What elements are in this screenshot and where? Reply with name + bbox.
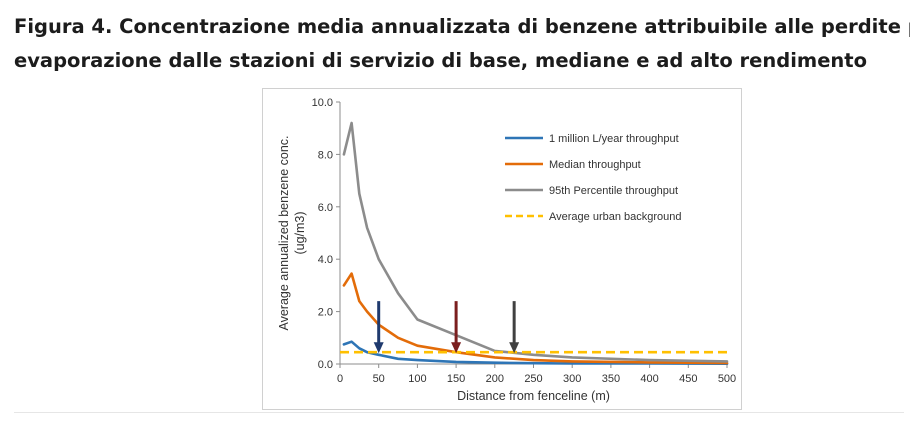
caption-line-2: evaporazione dalle stazioni di servizio … (14, 49, 868, 72)
x-tick-label: 200 (486, 373, 504, 385)
x-tick-label: 300 (563, 373, 581, 385)
y-tick-label: 8.0 (318, 149, 333, 161)
divider (14, 412, 904, 413)
series-line-1-million-l-year-throughput (342, 340, 729, 366)
y-axis-label-line-2: (ug/m3) (293, 211, 307, 254)
chart: 0.0 2.0 4.0 6.0 8.0 10.0 0 50 100 150 200 250 300 350… (262, 88, 742, 410)
y-tick-label: 2.0 (318, 307, 333, 319)
legend: 1 million L/year throughput Median throug… (505, 133, 682, 223)
x-tick-label: 0 (337, 373, 343, 385)
x-tick-label: 400 (640, 373, 658, 385)
legend-entry-label: 95th Percentile throughput (549, 185, 678, 197)
legend-entry-label: Average urban background (549, 211, 682, 223)
y-axis-label-line-1: Average annualized benzene conc. (277, 135, 291, 330)
legend-entry-label: Median throughput (549, 159, 641, 171)
series-line-median-throughput (342, 272, 729, 365)
arrow-markers (373, 301, 520, 354)
x-tick-label: 150 (447, 373, 465, 385)
x-tick-label: 500 (718, 373, 736, 385)
y-tick-label: 10.0 (312, 97, 333, 109)
legend-entry-label: 1 million L/year throughput (549, 133, 679, 145)
threshold-arrow-head (451, 342, 462, 354)
x-axis-label: Distance from fenceline (m) (457, 389, 610, 403)
series-group (340, 121, 729, 366)
threshold-arrow-head (373, 342, 384, 354)
y-tick-label: 0.0 (318, 359, 333, 371)
x-tick-label: 50 (373, 373, 385, 385)
line-chart-svg: 0.0 2.0 4.0 6.0 8.0 10.0 0 50 100 150 200 250 300 350… (262, 88, 742, 410)
figure-caption: Figura 4. Concentrazione media annualizz… (14, 10, 910, 78)
plot-area-frame (262, 88, 742, 410)
x-tick-label: 100 (408, 373, 426, 385)
y-axis-label: Average annualized benzene conc. (ug/m3) (277, 135, 307, 330)
axes: 0.0 2.0 4.0 6.0 8.0 10.0 0 50 100 150 200 250 300 350… (312, 97, 737, 385)
y-tick-label: 4.0 (318, 254, 333, 266)
x-tick-label: 350 (602, 373, 620, 385)
caption-line-1: Figura 4. Concentrazione media annualizz… (14, 15, 910, 38)
threshold-arrow-head (509, 342, 520, 354)
x-tick-label: 450 (679, 373, 697, 385)
y-tick-label: 6.0 (318, 202, 333, 214)
series-line-95th-percentile-throughput (342, 121, 729, 363)
x-tick-label: 250 (524, 373, 542, 385)
